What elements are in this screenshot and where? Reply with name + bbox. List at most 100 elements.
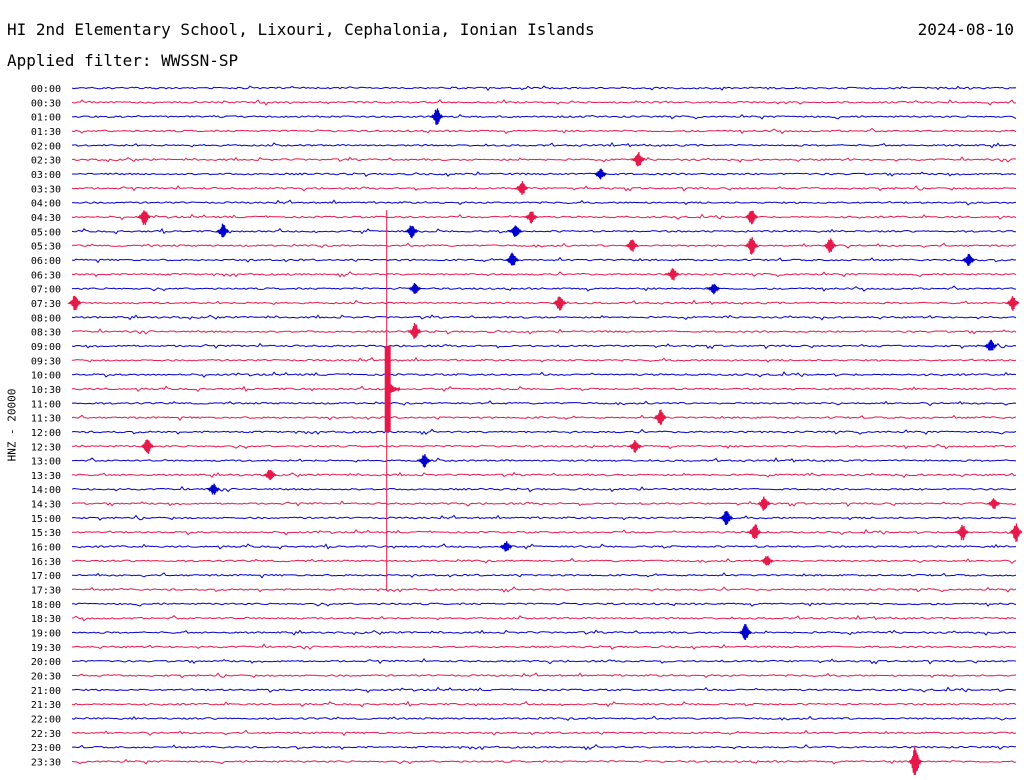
row-label: 00:30 <box>31 98 61 109</box>
row-label: 12:30 <box>31 442 61 453</box>
event-burst <box>207 483 220 495</box>
row-label: 04:30 <box>31 213 61 224</box>
trace-row <box>71 400 1017 407</box>
row-labels: 00:00 00:30 01:00 01:30 02:00 02:30 03:00 03:30… <box>31 84 61 769</box>
event-burst <box>139 439 154 454</box>
row-label: 11:30 <box>31 414 61 425</box>
event-burst <box>415 454 431 468</box>
event-burst <box>761 555 774 566</box>
row-label: 11:00 <box>31 399 61 410</box>
row-label: 05:30 <box>31 242 61 253</box>
event-burst <box>744 237 759 255</box>
trace-row <box>72 672 1017 679</box>
trace-row <box>71 485 1017 493</box>
trace-row <box>71 328 1017 335</box>
trace-row <box>71 557 1017 564</box>
trace-row <box>71 271 1017 278</box>
row-label: 16:30 <box>31 557 61 568</box>
row-label: 18:00 <box>31 600 61 611</box>
row-label: 20:30 <box>31 672 61 683</box>
trace-row <box>72 572 1017 579</box>
trace-row <box>71 428 1017 436</box>
event-burst <box>756 496 771 511</box>
event-burst <box>552 296 567 311</box>
date-label: 2024-08-10 <box>917 20 1014 39</box>
trace-row <box>71 643 1017 650</box>
trace-row <box>71 99 1017 106</box>
row-label: 17:30 <box>31 586 61 597</box>
trace-row <box>71 602 1017 607</box>
trace-row <box>71 614 1017 622</box>
trace-row <box>71 113 1017 120</box>
event-burst <box>743 210 759 225</box>
event-burst <box>736 623 752 641</box>
event-burst <box>513 181 529 195</box>
trace-row <box>71 729 1017 737</box>
trace-row <box>71 471 1017 479</box>
event-burst <box>135 210 151 226</box>
row-label: 19:00 <box>31 629 61 640</box>
row-label: 01:00 <box>31 113 61 124</box>
trace-row <box>71 414 1017 421</box>
trace-row <box>71 715 1017 721</box>
row-label: 12:00 <box>31 428 61 439</box>
row-label: 20:00 <box>31 657 61 668</box>
event-burst <box>960 253 976 266</box>
event-burst <box>523 211 538 224</box>
trace-row <box>71 299 1017 306</box>
row-label: 08:00 <box>31 313 61 324</box>
event-burst <box>499 541 513 552</box>
row-label: 17:00 <box>31 571 61 582</box>
trace-row <box>71 185 1017 192</box>
trace-row <box>71 700 1017 708</box>
trace-row <box>71 85 1017 92</box>
trace-row <box>72 686 1016 694</box>
row-label: 14:30 <box>31 500 61 511</box>
row-label: 08:30 <box>31 328 61 339</box>
row-label: 06:30 <box>31 270 61 281</box>
trace-row <box>71 213 1017 221</box>
row-label: 23:00 <box>31 743 61 754</box>
trace-row <box>72 528 1017 536</box>
trace-row <box>71 342 1017 350</box>
trace-row <box>71 357 1017 363</box>
row-label: 07:30 <box>31 299 61 310</box>
row-label: 15:00 <box>31 514 61 525</box>
event-burst <box>67 295 82 311</box>
row-label: 05:00 <box>31 227 61 238</box>
row-label: 07:00 <box>31 285 61 296</box>
row-label: 16:00 <box>31 543 61 554</box>
row-label: 10:30 <box>31 385 61 396</box>
event-burst <box>630 151 645 167</box>
trace-row <box>71 758 1017 765</box>
row-label: 22:30 <box>31 729 61 740</box>
filter-label: Applied filter: WWSSN-SP <box>7 51 239 70</box>
event-burst <box>1004 296 1020 311</box>
trace-row <box>71 199 1017 206</box>
trace-row <box>72 457 1017 463</box>
row-label: 21:00 <box>31 686 61 697</box>
event-burst <box>215 223 230 238</box>
trace-row <box>71 227 1017 235</box>
row-label: 21:30 <box>31 700 61 711</box>
event-burst <box>408 282 422 294</box>
event-burst <box>504 252 519 266</box>
event-burst <box>1008 523 1023 542</box>
event-burst <box>407 322 422 339</box>
trace-row <box>71 156 1017 163</box>
row-label: 18:30 <box>31 614 61 625</box>
trace-row <box>72 285 1017 292</box>
row-label: 02:00 <box>31 141 61 152</box>
trace-row <box>71 500 1017 507</box>
event-burst <box>623 239 639 252</box>
row-label: 22:00 <box>31 715 61 726</box>
trace-row <box>71 658 1017 665</box>
row-label: 03:00 <box>31 170 61 181</box>
event-burst <box>746 524 762 539</box>
event-burst <box>718 511 733 525</box>
row-label: 06:00 <box>31 256 61 267</box>
event-burst <box>429 108 444 125</box>
event-burst <box>652 409 667 425</box>
trace-row <box>71 371 1017 378</box>
